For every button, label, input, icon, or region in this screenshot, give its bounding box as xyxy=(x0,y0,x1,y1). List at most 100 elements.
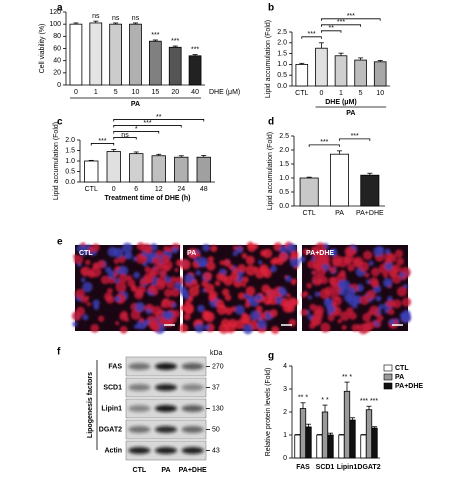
cell xyxy=(255,305,263,313)
cell xyxy=(237,264,246,273)
blot-band xyxy=(155,426,177,433)
image-label: CTL xyxy=(79,250,93,257)
cell xyxy=(331,301,337,306)
blot-band xyxy=(155,384,177,391)
cell xyxy=(334,296,340,301)
x-tick-label: 1 xyxy=(339,90,343,97)
cell xyxy=(138,317,145,323)
cell xyxy=(160,303,165,308)
cell xyxy=(349,312,357,320)
cell xyxy=(246,241,254,249)
bar xyxy=(327,434,334,459)
kda-label: 50 xyxy=(212,426,220,433)
cell xyxy=(159,270,167,278)
bar xyxy=(299,177,319,207)
significance: *** xyxy=(347,13,355,20)
cell xyxy=(331,255,343,266)
y-tick-label: 1.5 xyxy=(279,161,289,168)
cell xyxy=(330,280,338,288)
cell xyxy=(163,264,171,272)
image-label: PA xyxy=(187,250,196,257)
y-tick-label: 40 xyxy=(53,58,61,65)
significance: *** xyxy=(98,138,106,145)
cell xyxy=(245,255,255,265)
y-tick-label: 60 xyxy=(53,45,61,52)
cell xyxy=(250,310,261,321)
cell xyxy=(301,292,307,298)
cell xyxy=(358,261,370,272)
cell xyxy=(374,322,380,327)
x-tick-label: CTL xyxy=(85,186,98,193)
panel-letter: e xyxy=(57,237,63,248)
cell xyxy=(396,286,408,297)
cell xyxy=(261,284,271,294)
y-tick-label: 2.0 xyxy=(279,147,289,154)
cell xyxy=(329,266,337,274)
cell xyxy=(191,279,198,286)
cell xyxy=(364,272,370,278)
bracket xyxy=(321,18,381,21)
cell xyxy=(145,308,152,315)
blot-band xyxy=(128,363,151,370)
cell xyxy=(392,274,402,284)
cell xyxy=(242,282,247,287)
cell xyxy=(86,302,91,307)
cell xyxy=(195,270,201,276)
cell xyxy=(174,267,179,273)
cell xyxy=(313,252,324,263)
y-tick-label: 2.5 xyxy=(279,133,289,140)
cell xyxy=(244,293,250,299)
cell xyxy=(127,279,136,288)
bracket xyxy=(113,119,205,122)
cell xyxy=(219,260,225,266)
cell xyxy=(105,266,112,274)
bracket xyxy=(113,131,160,134)
bar xyxy=(148,40,162,86)
cell xyxy=(271,325,280,335)
cell xyxy=(206,261,216,271)
significance: ns xyxy=(92,13,100,20)
cell xyxy=(311,270,317,276)
cell xyxy=(115,281,127,293)
cell xyxy=(162,298,169,305)
bar xyxy=(360,434,367,459)
significance: * * xyxy=(321,397,329,404)
cell xyxy=(122,242,133,254)
unit-label: kDa xyxy=(210,350,223,357)
kda-label: 130 xyxy=(212,405,224,412)
row-label: SCD1 xyxy=(103,384,122,391)
cell xyxy=(73,255,84,265)
cell xyxy=(401,297,412,307)
cell xyxy=(76,244,85,254)
cell xyxy=(220,318,230,328)
cell xyxy=(384,248,391,255)
cell xyxy=(306,282,313,289)
cell xyxy=(203,271,213,281)
bar xyxy=(329,153,349,207)
cell xyxy=(245,265,257,276)
bar xyxy=(360,174,380,207)
x-tick-label: 10 xyxy=(132,89,140,96)
bar xyxy=(334,55,348,87)
cell xyxy=(272,257,280,265)
micrograph: CTL xyxy=(71,242,185,335)
significance: *** xyxy=(320,139,328,146)
cell xyxy=(98,315,105,322)
cell xyxy=(327,314,335,322)
cell xyxy=(366,289,376,300)
cell xyxy=(252,243,259,250)
cell xyxy=(286,293,291,298)
bar xyxy=(168,46,182,86)
cell xyxy=(362,250,373,261)
cell xyxy=(75,288,85,299)
cell xyxy=(188,295,194,300)
cell xyxy=(356,324,361,329)
cell xyxy=(289,257,301,268)
legend-label: PA xyxy=(395,374,404,381)
cell xyxy=(155,280,166,291)
cell xyxy=(371,267,380,277)
x-tick-label: 15 xyxy=(151,89,159,96)
cell xyxy=(316,267,326,278)
y-tick-label: 1.5 xyxy=(277,50,287,57)
significance: *** xyxy=(143,120,151,127)
